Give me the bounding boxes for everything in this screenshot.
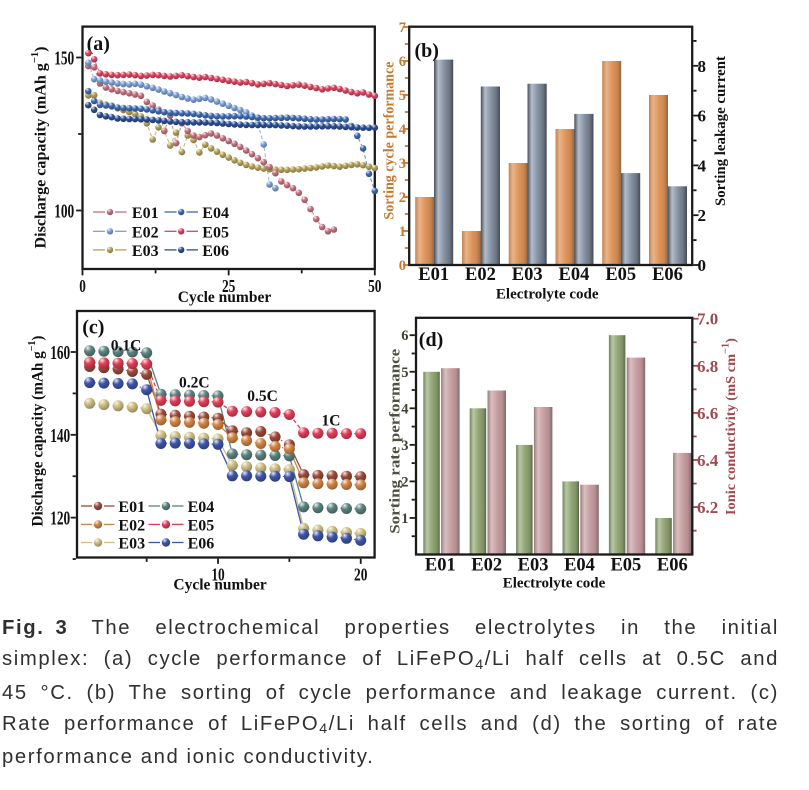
svg-text:4: 4 bbox=[401, 401, 408, 417]
svg-text:Electrolyte code: Electrolyte code bbox=[503, 576, 606, 592]
svg-text:3: 3 bbox=[401, 438, 408, 454]
svg-text:Sorting cycle performance: Sorting cycle performance bbox=[382, 62, 398, 220]
svg-text:160: 160 bbox=[50, 342, 70, 364]
svg-text:1: 1 bbox=[399, 224, 406, 240]
svg-text:Ionic conductivity (mS cm−1): Ionic conductivity (mS cm−1) bbox=[721, 338, 740, 515]
svg-text:E01: E01 bbox=[118, 499, 145, 516]
svg-text:5: 5 bbox=[401, 365, 408, 381]
svg-text:0: 0 bbox=[79, 276, 86, 296]
svg-text:E05: E05 bbox=[605, 265, 636, 285]
svg-text:E03: E03 bbox=[132, 243, 159, 260]
svg-text:5: 5 bbox=[399, 88, 406, 104]
svg-text:3: 3 bbox=[399, 156, 406, 172]
svg-text:E04: E04 bbox=[564, 556, 595, 576]
svg-text:E02: E02 bbox=[471, 556, 502, 576]
svg-text:E05: E05 bbox=[610, 556, 641, 576]
svg-text:E03: E03 bbox=[518, 556, 549, 576]
svg-text:50: 50 bbox=[368, 276, 381, 296]
svg-text:Sorting leakage current: Sorting leakage current bbox=[713, 56, 729, 206]
svg-text:E05: E05 bbox=[202, 224, 229, 241]
svg-text:0: 0 bbox=[698, 256, 707, 275]
svg-text:150: 150 bbox=[54, 48, 74, 70]
svg-text:E01: E01 bbox=[425, 556, 456, 576]
svg-text:E04: E04 bbox=[559, 265, 590, 285]
svg-text:140: 140 bbox=[50, 425, 70, 447]
svg-text:7.0: 7.0 bbox=[697, 310, 718, 329]
svg-text:2: 2 bbox=[401, 474, 408, 490]
svg-text:10: 10 bbox=[211, 565, 224, 585]
svg-text:1C: 1C bbox=[322, 412, 341, 429]
svg-text:0: 0 bbox=[399, 258, 406, 274]
svg-text:6: 6 bbox=[401, 328, 408, 344]
svg-text:8: 8 bbox=[698, 57, 707, 76]
svg-text:7: 7 bbox=[399, 20, 406, 36]
svg-text:100: 100 bbox=[54, 201, 74, 223]
svg-text:E01: E01 bbox=[418, 265, 449, 285]
svg-text:4: 4 bbox=[399, 122, 406, 138]
svg-text:2: 2 bbox=[698, 206, 707, 225]
svg-text:Electrolyte code: Electrolyte code bbox=[496, 287, 599, 303]
svg-text:0.5C: 0.5C bbox=[247, 388, 278, 405]
svg-text:E02: E02 bbox=[132, 224, 159, 241]
svg-text:(d): (d) bbox=[419, 329, 443, 351]
svg-text:6.6: 6.6 bbox=[697, 404, 718, 423]
svg-text:1: 1 bbox=[401, 511, 408, 527]
svg-text:E06: E06 bbox=[657, 556, 688, 576]
svg-text:(b): (b) bbox=[415, 40, 439, 62]
svg-text:2: 2 bbox=[399, 190, 406, 206]
svg-text:E02: E02 bbox=[118, 517, 145, 534]
svg-text:E02: E02 bbox=[465, 265, 496, 285]
svg-text:E01: E01 bbox=[132, 205, 159, 222]
svg-text:20: 20 bbox=[354, 565, 367, 585]
svg-text:6.8: 6.8 bbox=[697, 357, 718, 376]
svg-text:E03: E03 bbox=[118, 536, 145, 553]
svg-text:Discharge capacity (mAh g−1): Discharge capacity (mAh g−1) bbox=[27, 336, 47, 527]
svg-text:6.4: 6.4 bbox=[697, 451, 719, 470]
svg-text:E06: E06 bbox=[188, 536, 215, 553]
svg-text:E03: E03 bbox=[512, 265, 543, 285]
svg-text:4: 4 bbox=[698, 156, 707, 175]
svg-text:(c): (c) bbox=[82, 316, 104, 338]
svg-text:Cycle number: Cycle number bbox=[173, 577, 267, 594]
svg-text:E05: E05 bbox=[188, 517, 215, 534]
svg-text:0.1C: 0.1C bbox=[111, 338, 142, 355]
svg-text:Cycle number: Cycle number bbox=[178, 289, 272, 306]
svg-text:(a): (a) bbox=[87, 33, 110, 55]
svg-text:6.2: 6.2 bbox=[697, 498, 718, 517]
svg-text:Discharge capacity (mAh g−1): Discharge capacity (mAh g−1) bbox=[30, 46, 50, 248]
svg-text:E06: E06 bbox=[652, 265, 683, 285]
svg-text:E04: E04 bbox=[202, 205, 229, 222]
svg-text:6: 6 bbox=[698, 107, 707, 126]
svg-text:0.2C: 0.2C bbox=[179, 375, 210, 392]
svg-text:120: 120 bbox=[50, 508, 70, 530]
svg-text:6: 6 bbox=[399, 54, 406, 70]
svg-text:Sorting rate performance: Sorting rate performance bbox=[388, 348, 404, 533]
svg-text:E06: E06 bbox=[202, 243, 229, 260]
svg-text:25: 25 bbox=[222, 276, 235, 296]
svg-text:E04: E04 bbox=[188, 499, 215, 516]
